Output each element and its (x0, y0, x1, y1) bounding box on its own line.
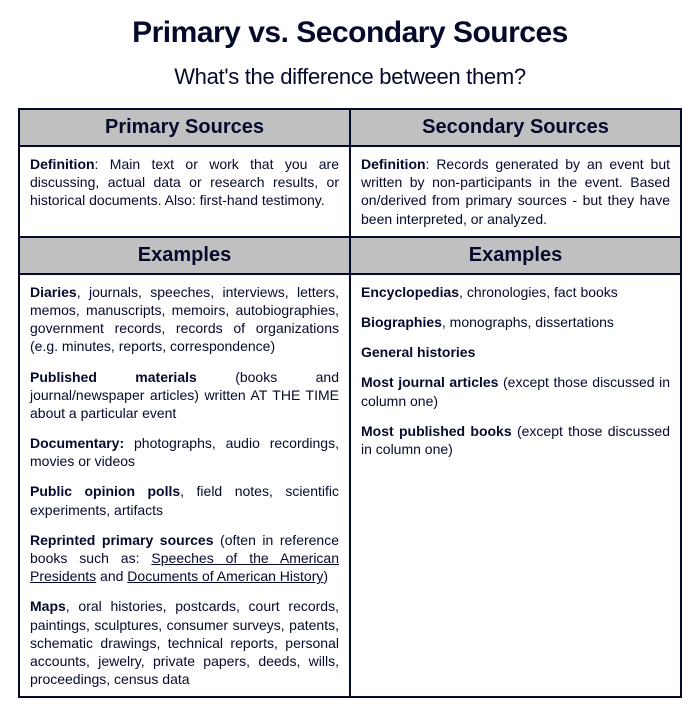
definition-label: Definition (30, 156, 95, 172)
list-item: Public opinion polls, field notes, scien… (30, 482, 339, 518)
list-item: Biographies, monographs, dissertations (361, 313, 670, 331)
list-item: General histories (361, 343, 670, 361)
definition-label: Definition (361, 156, 426, 172)
col-header-primary: Primary Sources (19, 109, 350, 146)
list-item: Reprinted primary sources (often in refe… (30, 531, 339, 586)
list-item: Most published books (except those discu… (361, 422, 670, 458)
page-subtitle: What's the difference between them? (18, 64, 682, 90)
examples-primary: Diaries, journals, speeches, interviews,… (19, 274, 350, 698)
list-item: Published materials (books and journal/n… (30, 368, 339, 423)
list-item: Documentary: photographs, audio recordin… (30, 434, 339, 470)
list-item: Most journal articles (except those disc… (361, 373, 670, 409)
definition-primary: Definition: Main text or work that you a… (19, 146, 350, 237)
page-title: Primary vs. Secondary Sources (18, 16, 682, 50)
sources-table: Primary Sources Secondary Sources Defini… (18, 108, 682, 698)
examples-secondary: Encyclopedias, chronologies, fact books … (350, 274, 681, 698)
list-item: Maps, oral histories, postcards, court r… (30, 597, 339, 688)
list-item: Diaries, journals, speeches, interviews,… (30, 283, 339, 356)
col-header-secondary: Secondary Sources (350, 109, 681, 146)
subheader-secondary: Examples (350, 237, 681, 274)
definition-secondary: Definition: Records generated by an even… (350, 146, 681, 237)
list-item: Encyclopedias, chronologies, fact books (361, 283, 670, 301)
subheader-primary: Examples (19, 237, 350, 274)
